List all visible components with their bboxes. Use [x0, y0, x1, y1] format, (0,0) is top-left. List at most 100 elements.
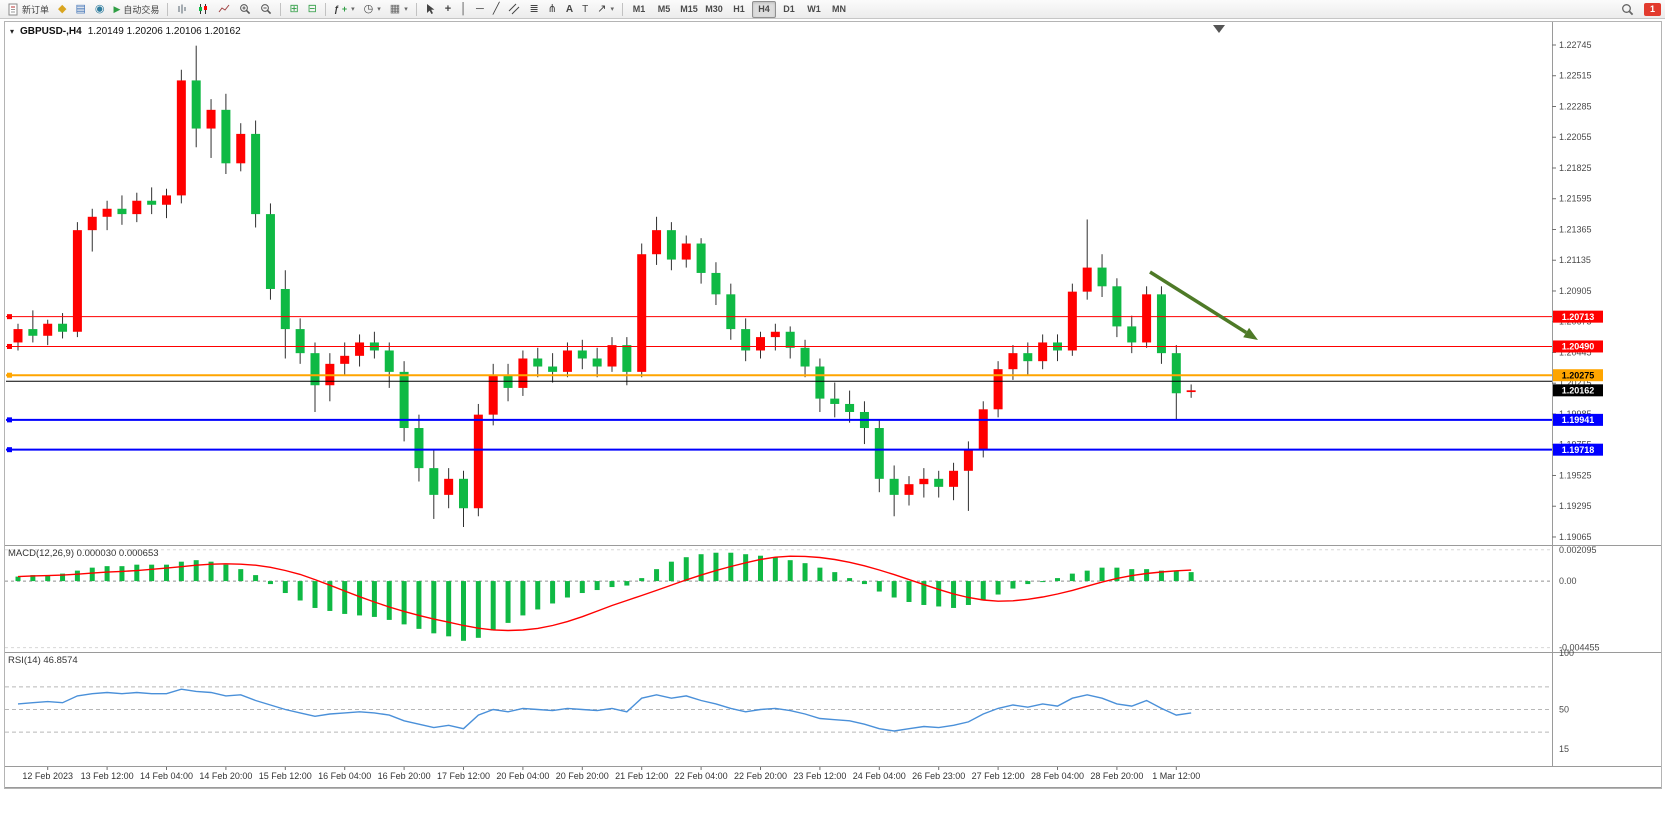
zoom-out-button[interactable] — [256, 0, 276, 18]
price-axis: 1.22745 1.22515 1.22285 1.22055 1.21825 1.215… — [1552, 40, 1592, 542]
horizontal-line-tool-button[interactable]: ─ — [472, 0, 488, 18]
candle-body — [1127, 326, 1137, 343]
macd-bar — [1084, 570, 1090, 582]
macd-bar — [921, 581, 927, 605]
trendline-tool-button[interactable]: ╱ — [489, 0, 504, 18]
tile-windows-button[interactable]: ⊞ — [285, 0, 302, 18]
indicators-button[interactable]: ƒ + ▾ — [330, 0, 359, 18]
price-axis-label: 1.22055 — [1559, 132, 1592, 142]
autotrading-button[interactable]: ▶ 自动交易 — [110, 0, 164, 18]
timeframe-button-w1[interactable]: W1 — [807, 3, 821, 14]
vertical-line-tool-button[interactable]: │ — [456, 0, 471, 18]
svg-text:1.20713: 1.20713 — [1562, 312, 1595, 322]
new-order-icon — [8, 3, 18, 15]
price-axis-label: 1.19525 — [1559, 470, 1592, 480]
price-axis-label: 1.20215 — [1559, 378, 1592, 388]
arrow-object-line[interactable] — [1149, 270, 1248, 335]
macd-bar — [1114, 567, 1120, 582]
macd-bar — [832, 572, 838, 582]
macd-bar — [15, 576, 21, 582]
time-axis-label: 20 Feb 04:00 — [496, 771, 549, 781]
time-axis-label: 21 Feb 12:00 — [615, 771, 668, 781]
candle-body — [1112, 286, 1122, 327]
timeframe-button-m30[interactable]: M30 — [705, 3, 723, 14]
line-chart-button[interactable] — [214, 0, 234, 18]
metaeditor-button[interactable]: ◆ — [54, 0, 70, 18]
new-order-button[interactable]: 新订单 — [4, 0, 53, 18]
chart-frame — [4, 21, 1662, 789]
macd-bar — [461, 581, 466, 641]
trendline-icon: ╱ — [492, 3, 500, 15]
periods-button[interactable]: ◷ ▾ — [360, 0, 385, 18]
candle-body — [518, 358, 528, 388]
candles-layer — [13, 45, 1196, 527]
community-button[interactable]: ◉ — [91, 0, 109, 18]
zoom-in-button[interactable] — [235, 0, 255, 18]
label-tool-button[interactable]: T — [578, 0, 592, 18]
macd-bar — [416, 581, 422, 629]
line-handle[interactable] — [7, 343, 12, 349]
line-handle[interactable] — [7, 417, 12, 423]
timeframe-button-m5[interactable]: M5 — [657, 3, 671, 14]
time-axis-label: 20 Feb 20:00 — [556, 771, 609, 781]
timeframe-button-mn[interactable]: MN — [831, 3, 846, 14]
bar-chart-button[interactable] — [172, 0, 192, 18]
line-handle[interactable] — [7, 447, 12, 453]
fibonacci-tool-button[interactable]: ≣ — [525, 0, 542, 18]
macd-bar — [1040, 581, 1046, 583]
cursor-tool-button[interactable] — [421, 0, 440, 18]
candle-body — [473, 414, 483, 509]
cascade-windows-button[interactable]: ⊟ — [304, 0, 321, 18]
macd-bar — [45, 575, 51, 582]
macd-bar — [609, 581, 615, 588]
data-window-icon: ▤ — [75, 3, 86, 15]
time-axis-label: 16 Feb 20:00 — [378, 771, 431, 781]
templates-button[interactable]: ▦ ▾ — [386, 0, 412, 18]
macd-bar — [980, 581, 986, 601]
notification-badge[interactable]: 1 — [1644, 2, 1661, 16]
candle-body — [429, 468, 439, 495]
toolbar-separator — [621, 2, 623, 16]
timeframe-button-h1[interactable]: H1 — [733, 3, 745, 14]
candle-body — [162, 195, 171, 205]
price-axis-label: 1.21595 — [1559, 194, 1592, 204]
timeframe-button-h4[interactable]: H4 — [751, 0, 776, 18]
candlestick-chart-button[interactable] — [193, 0, 213, 18]
macd-bar — [698, 554, 704, 582]
candle-body — [206, 109, 216, 129]
candle-body — [681, 243, 691, 260]
search-button[interactable] — [1617, 0, 1638, 18]
timeframe-button-m1[interactable]: M1 — [632, 3, 646, 14]
candle-body — [117, 208, 127, 215]
macd-bar — [861, 581, 867, 585]
candle-body — [102, 208, 112, 217]
text-tool-button[interactable]: A — [562, 0, 577, 18]
vertical-line-icon: │ — [460, 3, 468, 15]
line-handle[interactable] — [7, 314, 12, 320]
line-handle[interactable] — [7, 372, 12, 378]
macd-bar — [594, 581, 600, 591]
one-click-trading-icon[interactable]: ▾ — [10, 27, 15, 36]
rsi-axis-label: 50 — [1559, 705, 1569, 715]
macd-bar — [550, 581, 556, 604]
data-window-button[interactable]: ▤ — [71, 0, 89, 18]
zoom-in-icon — [240, 4, 251, 15]
pitchfork-tool-button[interactable]: ⋔ — [544, 0, 561, 18]
macd-bar — [164, 564, 169, 582]
arrows-tool-button[interactable]: ↗ ▾ — [593, 0, 618, 18]
crosshair-tool-button[interactable]: + — [441, 0, 455, 18]
timeframe-button-m15[interactable]: M15 — [680, 3, 698, 14]
channel-tool-button[interactable] — [504, 0, 524, 18]
macd-bar — [1025, 581, 1031, 585]
macd-bar — [1188, 572, 1194, 582]
candle-body — [191, 80, 201, 129]
arrow-object-head[interactable] — [1243, 327, 1258, 340]
candle-body — [1186, 390, 1196, 393]
timeframe-button-d1[interactable]: D1 — [783, 3, 795, 14]
macd-bar — [134, 564, 140, 582]
price-axis-label: 1.21365 — [1559, 224, 1592, 234]
macd-bar — [817, 567, 823, 582]
candle-body — [800, 347, 810, 367]
